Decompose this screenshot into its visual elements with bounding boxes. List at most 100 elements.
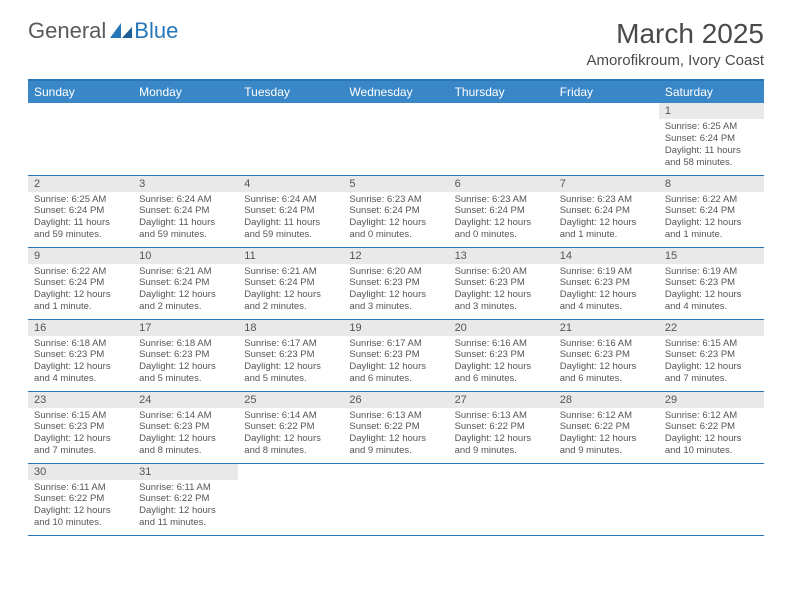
sunrise-text: Sunrise: 6:12 AM — [665, 410, 758, 422]
day-details: Sunrise: 6:23 AMSunset: 6:24 PMDaylight:… — [343, 192, 448, 246]
calendar-cell: 21Sunrise: 6:16 AMSunset: 6:23 PMDayligh… — [554, 319, 659, 391]
day-details: Sunrise: 6:19 AMSunset: 6:23 PMDaylight:… — [554, 264, 659, 318]
sunrise-text: Sunrise: 6:23 AM — [560, 194, 653, 206]
daylight-text: Daylight: 11 hours and 58 minutes. — [665, 145, 758, 169]
sunrise-text: Sunrise: 6:11 AM — [139, 482, 232, 494]
sunset-text: Sunset: 6:22 PM — [455, 421, 548, 433]
sunrise-text: Sunrise: 6:21 AM — [139, 266, 232, 278]
day-number: 19 — [343, 320, 448, 336]
day-details: Sunrise: 6:23 AMSunset: 6:24 PMDaylight:… — [554, 192, 659, 246]
sunrise-text: Sunrise: 6:15 AM — [34, 410, 127, 422]
calendar-cell: 4Sunrise: 6:24 AMSunset: 6:24 PMDaylight… — [238, 175, 343, 247]
sunrise-text: Sunrise: 6:20 AM — [349, 266, 442, 278]
calendar-cell: 25Sunrise: 6:14 AMSunset: 6:22 PMDayligh… — [238, 391, 343, 463]
calendar-cell: 13Sunrise: 6:20 AMSunset: 6:23 PMDayligh… — [449, 247, 554, 319]
sunset-text: Sunset: 6:22 PM — [244, 421, 337, 433]
calendar-cell-empty — [449, 463, 554, 535]
sunset-text: Sunset: 6:23 PM — [244, 349, 337, 361]
calendar-cell: 1Sunrise: 6:25 AMSunset: 6:24 PMDaylight… — [659, 103, 764, 175]
day-details: Sunrise: 6:15 AMSunset: 6:23 PMDaylight:… — [659, 336, 764, 390]
day-details: Sunrise: 6:22 AMSunset: 6:24 PMDaylight:… — [28, 264, 133, 318]
calendar-row: 16Sunrise: 6:18 AMSunset: 6:23 PMDayligh… — [28, 319, 764, 391]
sunrise-text: Sunrise: 6:17 AM — [244, 338, 337, 350]
sunrise-text: Sunrise: 6:18 AM — [139, 338, 232, 350]
calendar-cell: 16Sunrise: 6:18 AMSunset: 6:23 PMDayligh… — [28, 319, 133, 391]
calendar-cell: 5Sunrise: 6:23 AMSunset: 6:24 PMDaylight… — [343, 175, 448, 247]
calendar-cell: 9Sunrise: 6:22 AMSunset: 6:24 PMDaylight… — [28, 247, 133, 319]
sunset-text: Sunset: 6:24 PM — [139, 277, 232, 289]
day-number: 11 — [238, 248, 343, 264]
calendar-cell: 2Sunrise: 6:25 AMSunset: 6:24 PMDaylight… — [28, 175, 133, 247]
daylight-text: Daylight: 12 hours and 2 minutes. — [139, 289, 232, 313]
daylight-text: Daylight: 12 hours and 5 minutes. — [244, 361, 337, 385]
day-details: Sunrise: 6:18 AMSunset: 6:23 PMDaylight:… — [133, 336, 238, 390]
calendar-cell: 17Sunrise: 6:18 AMSunset: 6:23 PMDayligh… — [133, 319, 238, 391]
day-number: 23 — [28, 392, 133, 408]
day-details: Sunrise: 6:14 AMSunset: 6:23 PMDaylight:… — [133, 408, 238, 462]
daylight-text: Daylight: 11 hours and 59 minutes. — [244, 217, 337, 241]
calendar-cell-empty — [238, 463, 343, 535]
day-number: 1 — [659, 103, 764, 119]
sunset-text: Sunset: 6:24 PM — [665, 133, 758, 145]
sunrise-text: Sunrise: 6:18 AM — [34, 338, 127, 350]
calendar-row: 23Sunrise: 6:15 AMSunset: 6:23 PMDayligh… — [28, 391, 764, 463]
calendar-cell: 11Sunrise: 6:21 AMSunset: 6:24 PMDayligh… — [238, 247, 343, 319]
day-header: Monday — [133, 80, 238, 103]
daylight-text: Daylight: 12 hours and 10 minutes. — [34, 505, 127, 529]
sunset-text: Sunset: 6:22 PM — [349, 421, 442, 433]
calendar-cell: 10Sunrise: 6:21 AMSunset: 6:24 PMDayligh… — [133, 247, 238, 319]
sunrise-text: Sunrise: 6:22 AM — [34, 266, 127, 278]
sunset-text: Sunset: 6:23 PM — [139, 349, 232, 361]
day-details: Sunrise: 6:24 AMSunset: 6:24 PMDaylight:… — [238, 192, 343, 246]
calendar-cell-empty — [238, 103, 343, 175]
day-number: 28 — [554, 392, 659, 408]
calendar-cell: 27Sunrise: 6:13 AMSunset: 6:22 PMDayligh… — [449, 391, 554, 463]
sunset-text: Sunset: 6:23 PM — [665, 277, 758, 289]
header: General Blue March 2025 Amorofikroum, Iv… — [28, 18, 764, 69]
day-details: Sunrise: 6:12 AMSunset: 6:22 PMDaylight:… — [659, 408, 764, 462]
daylight-text: Daylight: 12 hours and 1 minute. — [560, 217, 653, 241]
daylight-text: Daylight: 12 hours and 9 minutes. — [560, 433, 653, 457]
calendar-cell: 22Sunrise: 6:15 AMSunset: 6:23 PMDayligh… — [659, 319, 764, 391]
daylight-text: Daylight: 12 hours and 0 minutes. — [455, 217, 548, 241]
sunrise-text: Sunrise: 6:25 AM — [34, 194, 127, 206]
sunset-text: Sunset: 6:24 PM — [665, 205, 758, 217]
day-details: Sunrise: 6:23 AMSunset: 6:24 PMDaylight:… — [449, 192, 554, 246]
daylight-text: Daylight: 12 hours and 1 minute. — [34, 289, 127, 313]
day-number: 4 — [238, 176, 343, 192]
sunset-text: Sunset: 6:22 PM — [560, 421, 653, 433]
day-number: 3 — [133, 176, 238, 192]
day-number: 8 — [659, 176, 764, 192]
logo-text-1: General — [28, 18, 106, 44]
sunrise-text: Sunrise: 6:17 AM — [349, 338, 442, 350]
daylight-text: Daylight: 12 hours and 9 minutes. — [349, 433, 442, 457]
daylight-text: Daylight: 12 hours and 10 minutes. — [665, 433, 758, 457]
month-title: March 2025 — [586, 18, 764, 50]
sunset-text: Sunset: 6:23 PM — [560, 277, 653, 289]
calendar-cell: 31Sunrise: 6:11 AMSunset: 6:22 PMDayligh… — [133, 463, 238, 535]
calendar-cell-empty — [28, 103, 133, 175]
day-header: Thursday — [449, 80, 554, 103]
logo-sail-icon — [108, 21, 134, 41]
daylight-text: Daylight: 12 hours and 6 minutes. — [455, 361, 548, 385]
sunrise-text: Sunrise: 6:21 AM — [244, 266, 337, 278]
day-details: Sunrise: 6:19 AMSunset: 6:23 PMDaylight:… — [659, 264, 764, 318]
day-details: Sunrise: 6:21 AMSunset: 6:24 PMDaylight:… — [133, 264, 238, 318]
sunset-text: Sunset: 6:23 PM — [349, 277, 442, 289]
day-details: Sunrise: 6:15 AMSunset: 6:23 PMDaylight:… — [28, 408, 133, 462]
day-details: Sunrise: 6:24 AMSunset: 6:24 PMDaylight:… — [133, 192, 238, 246]
daylight-text: Daylight: 12 hours and 5 minutes. — [139, 361, 232, 385]
daylight-text: Daylight: 12 hours and 7 minutes. — [34, 433, 127, 457]
daylight-text: Daylight: 12 hours and 6 minutes. — [349, 361, 442, 385]
sunrise-text: Sunrise: 6:14 AM — [139, 410, 232, 422]
day-number: 21 — [554, 320, 659, 336]
day-details: Sunrise: 6:17 AMSunset: 6:23 PMDaylight:… — [238, 336, 343, 390]
title-block: March 2025 Amorofikroum, Ivory Coast — [586, 18, 764, 69]
daylight-text: Daylight: 12 hours and 4 minutes. — [560, 289, 653, 313]
sunrise-text: Sunrise: 6:24 AM — [139, 194, 232, 206]
day-number: 13 — [449, 248, 554, 264]
sunset-text: Sunset: 6:24 PM — [560, 205, 653, 217]
day-number: 29 — [659, 392, 764, 408]
day-number: 14 — [554, 248, 659, 264]
day-details: Sunrise: 6:16 AMSunset: 6:23 PMDaylight:… — [449, 336, 554, 390]
